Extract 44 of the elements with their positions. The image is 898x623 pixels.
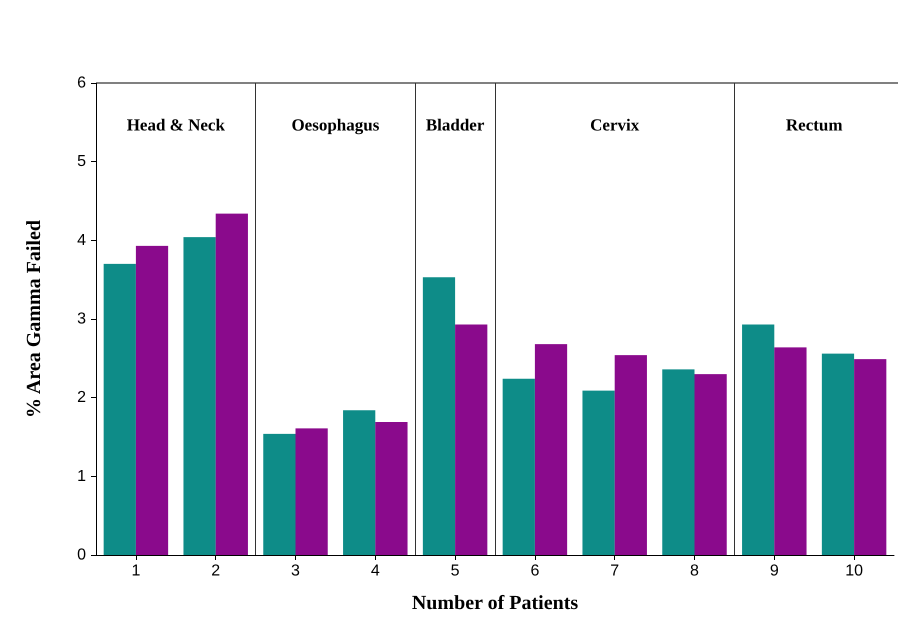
annotation: Bladder [426, 116, 485, 134]
bar [455, 324, 488, 555]
y-tick-label: 5 [77, 153, 86, 170]
bar [614, 355, 647, 555]
bar [183, 237, 216, 555]
x-tick-label: 4 [370, 562, 380, 580]
bar [216, 214, 248, 555]
y-tick-label: 4 [77, 232, 86, 249]
annotation: Rectum [786, 116, 843, 134]
y-tick-label: 1 [77, 468, 86, 485]
y-axis-title: % Area Gamma Failed [23, 220, 45, 418]
bar [854, 359, 886, 555]
x-axis-title: Number of Patients [412, 592, 578, 614]
x-tick-label: 1 [131, 562, 140, 580]
x-tick-label: 8 [690, 562, 700, 580]
bar [662, 369, 694, 555]
annotation: Oesophagus [291, 116, 380, 134]
x-tick-label: 6 [530, 562, 540, 580]
bar [263, 434, 296, 555]
bar [343, 410, 376, 555]
y-tick-label: 6 [77, 74, 86, 92]
bar [375, 422, 408, 555]
x-tick-label: 2 [211, 562, 220, 580]
bar [534, 344, 568, 555]
y-tick-label: 0 [77, 546, 86, 564]
x-tick-label: 5 [450, 562, 460, 580]
x-tick-label: 3 [291, 562, 300, 580]
bar [694, 374, 727, 555]
annotation: Head & Neck [126, 116, 226, 134]
bar [104, 264, 136, 555]
annotation: Cervix [590, 116, 640, 134]
y-tick-label: 3 [77, 310, 86, 328]
bar [822, 354, 854, 555]
x-tick-label: 10 [845, 562, 864, 580]
bar [502, 378, 535, 555]
y-tick-label: 2 [77, 389, 86, 406]
bar [296, 428, 328, 555]
bar [136, 246, 168, 555]
x-tick-label: 9 [770, 562, 779, 580]
bar [582, 390, 615, 555]
bar [422, 277, 456, 555]
bar [742, 324, 774, 555]
x-tick-label: 7 [610, 562, 620, 580]
bar [774, 347, 807, 555]
